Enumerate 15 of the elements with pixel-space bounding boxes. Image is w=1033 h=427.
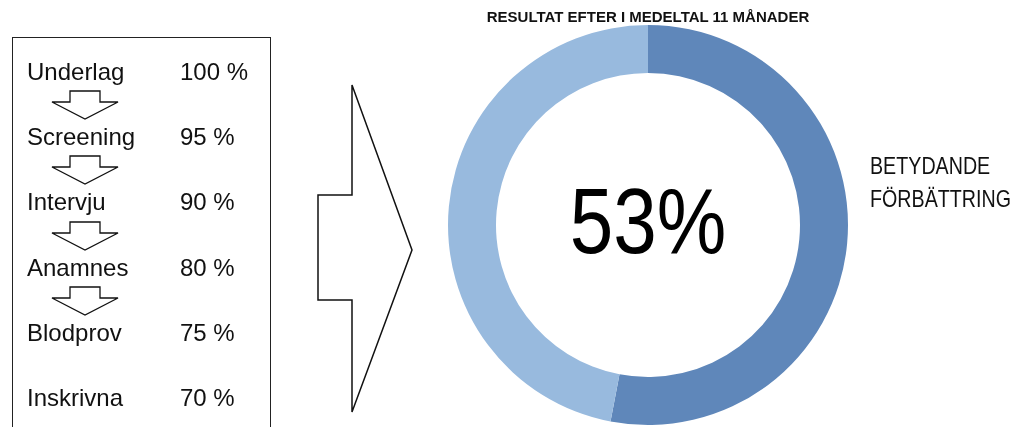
data-label: 53% xyxy=(569,170,727,273)
category-label: Anamnes xyxy=(27,253,129,282)
text: 80 % xyxy=(180,253,235,281)
text: 75 % xyxy=(180,318,235,346)
chart-title: RESULTAT EFTER I MEDELTAL 11 MÅNADER xyxy=(486,8,810,26)
category-label: Intervju xyxy=(27,188,106,217)
category-label: Underlag xyxy=(27,58,125,86)
category-label: Inskrivna xyxy=(27,384,124,412)
text: 100 % xyxy=(180,58,249,85)
text: 70 % xyxy=(180,384,235,411)
category-label: Blodprov xyxy=(27,318,122,347)
slice-label: BETYDANDE FÖRBÄTTRING xyxy=(870,151,1011,213)
text: 90 % xyxy=(180,188,235,216)
category-label: Screening xyxy=(27,123,136,152)
text: 95 % xyxy=(180,123,235,151)
